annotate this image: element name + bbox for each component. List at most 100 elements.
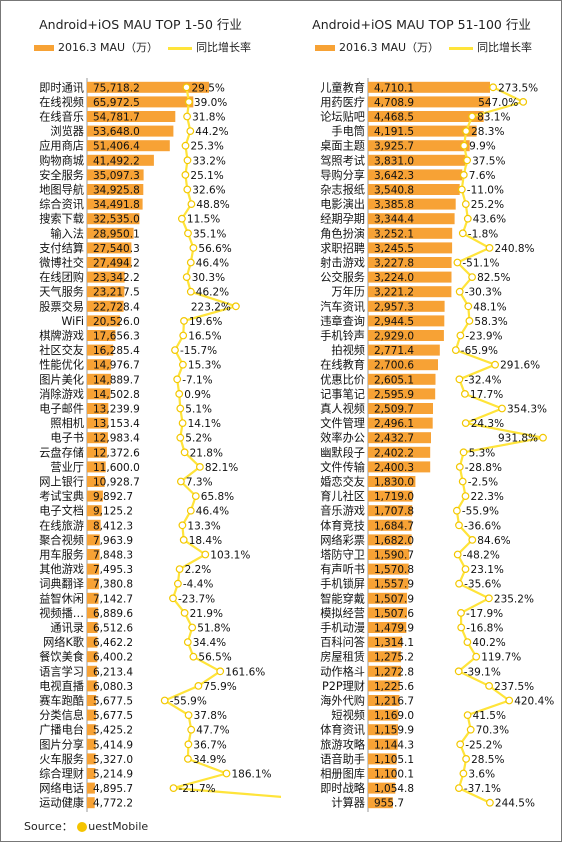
- growth-value-label: 41.5%: [473, 710, 506, 722]
- growth-value-label: 47.7%: [196, 725, 229, 737]
- growth-marker: [183, 112, 192, 121]
- growth-value-label: 46.4%: [196, 506, 229, 518]
- mau-value-label: 5,677.5: [93, 710, 133, 722]
- source-label: Source：: [24, 820, 73, 833]
- growth-value-label: 31.8%: [192, 112, 225, 124]
- category-label: 动作格斗: [320, 664, 365, 678]
- growth-marker: [189, 652, 198, 661]
- growth-value-label: 46.2%: [196, 287, 229, 299]
- bar: [368, 709, 399, 721]
- growth-marker: [451, 346, 460, 355]
- mau-value-label: 23,342.2: [93, 272, 140, 284]
- growth-marker: [455, 579, 464, 588]
- category-label: 射击游戏: [320, 256, 365, 270]
- category-label: 真人视频: [320, 402, 365, 416]
- bar: [368, 198, 456, 210]
- growth-value-label: 354.3%: [507, 404, 547, 416]
- legend: 2016.3 MAU（万） 同比增长率: [315, 39, 532, 55]
- mau-value-label: 28,950.1: [93, 228, 140, 240]
- growth-marker: [173, 579, 182, 588]
- mau-value-label: 34,925.8: [93, 185, 140, 197]
- mau-value-label: 5,677.5: [93, 696, 133, 708]
- growth-value-label: -28.8%: [465, 462, 502, 474]
- growth-value-label: 291.6%: [500, 360, 540, 372]
- growth-marker: [178, 360, 187, 369]
- growth-value-label: -37.1%: [464, 783, 501, 795]
- bar: [368, 695, 400, 706]
- mau-value-label: 41,492.2: [93, 155, 140, 167]
- bar: [87, 81, 209, 93]
- bar: [368, 607, 407, 619]
- growth-value-label: 22.3%: [471, 491, 504, 503]
- mau-value-label: 17,656.3: [93, 331, 140, 343]
- growth-marker: [186, 258, 195, 267]
- mau-value-label: 3,227.8: [374, 258, 414, 270]
- growth-value-label: 32.6%: [192, 185, 225, 197]
- bar: [368, 738, 398, 750]
- category-labels: 儿童教育用药医疗论坛贴吧手电筒桌面主题驾照考试导购分享杂志报纸电影演出经期孕期角…: [320, 80, 366, 809]
- growth-marker: [455, 375, 464, 384]
- growth-marker: [498, 404, 506, 413]
- growth-marker: [460, 390, 469, 398]
- category-label: 输入法: [50, 226, 84, 240]
- category-label: 房屋租赁: [320, 650, 365, 664]
- mau-value-label: 75,718.2: [93, 82, 140, 94]
- growth-value-label: 25.2%: [471, 199, 504, 211]
- category-label: WiFi: [61, 315, 84, 328]
- mau-value-label: 1,314.1: [374, 637, 414, 649]
- growth-marker: [463, 214, 472, 223]
- growth-marker: [462, 127, 471, 136]
- growth-marker: [169, 594, 177, 603]
- bar: [368, 330, 444, 341]
- bar: [368, 271, 452, 283]
- growth-marker: [468, 112, 477, 121]
- bar: [87, 476, 105, 487]
- source-note: Source： uestMobile: [24, 818, 148, 834]
- growth-value-label: 56.6%: [198, 243, 231, 255]
- growth-value-label: -16.8%: [466, 623, 503, 635]
- bar: [368, 359, 438, 371]
- growth-value-label: 43.6%: [473, 214, 506, 226]
- category-label: 视频播…: [39, 606, 84, 620]
- category-label: 照相机: [50, 416, 84, 430]
- bar: [87, 782, 95, 794]
- bar: [368, 111, 484, 122]
- bar: [87, 724, 96, 736]
- growth-marker: [455, 287, 464, 296]
- growth-value-label: 7.3%: [186, 477, 213, 489]
- bar: [87, 330, 116, 341]
- growth-marker: [216, 667, 225, 676]
- bar: [368, 446, 431, 458]
- mau-value-labels: 75,718.2 65,972.5 54,781.7 53,648.0 51,406.4…: [93, 82, 140, 809]
- bar: [368, 622, 407, 633]
- growth-marker: [188, 623, 197, 632]
- growth-value-label: 36.7%: [193, 739, 226, 751]
- category-label: 赛车跑酷: [39, 694, 84, 708]
- mau-value-label: 3,540.8: [374, 185, 414, 197]
- category-label: 天气服务: [39, 285, 84, 299]
- bar: [87, 432, 108, 444]
- mau-value-label: 1,719.0: [374, 491, 414, 503]
- category-label: 益智休闲: [39, 591, 84, 605]
- growth-marker: [462, 755, 471, 763]
- mau-value-label: 2,605.1: [374, 374, 414, 386]
- growth-marker: [485, 243, 494, 252]
- growth-value-label: 28.3%: [471, 126, 504, 138]
- growth-value-label: -1.8%: [468, 228, 498, 240]
- growth-marker: [485, 798, 494, 807]
- growth-marker: [454, 784, 463, 792]
- growth-value-label: 37.8%: [194, 710, 227, 722]
- category-labels: 即时通讯在线视频在线音乐浏览器应用商店购物商城安全服务地图导航综合资讯搜索下载输…: [39, 81, 84, 809]
- growth-marker: [191, 492, 200, 501]
- bar: [368, 81, 490, 93]
- bar: [368, 373, 436, 385]
- category-label: 即时通讯: [39, 81, 84, 94]
- growth-marker: [454, 667, 463, 676]
- growth-marker: [182, 273, 191, 282]
- bar: [87, 797, 95, 809]
- category-label: 应用商店: [39, 139, 84, 153]
- category-label: 文件传输: [320, 460, 365, 474]
- growth-marker: [177, 214, 186, 223]
- legend-bar-swatch: [34, 45, 54, 51]
- growth-value-label: 39.0%: [194, 97, 227, 109]
